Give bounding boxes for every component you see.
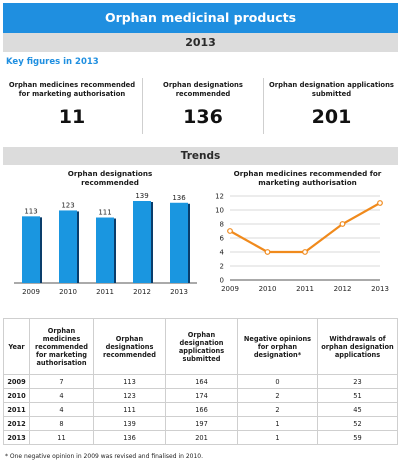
table-cell: 164	[165, 374, 238, 389]
table-header-cell: Orphan medicines recommended for marketi…	[29, 318, 94, 375]
table-cell: 23	[317, 374, 398, 389]
table-cell-year: 2012	[3, 416, 30, 431]
table-cell-year: 2010	[3, 388, 30, 403]
line-chart: 0 2 4 6 8 10 12 2009 2010 2011 2012 2013	[215, 193, 389, 294]
divider	[142, 78, 143, 134]
key-figure-value: 136	[183, 106, 223, 128]
table-cell: 1	[237, 430, 318, 445]
key-figures-heading: Key figures in 2013	[6, 57, 99, 67]
table-cell: 113	[93, 374, 166, 389]
x-tick-label: 2010	[59, 288, 77, 296]
table-cell: 1	[237, 416, 318, 431]
table-cell: 45	[317, 402, 398, 417]
key-figure-medicines: Orphan medicines recommended for marketi…	[3, 80, 141, 134]
table-cell: 59	[317, 430, 398, 445]
bar-value-label: 113	[24, 207, 37, 215]
data-point	[377, 200, 383, 206]
y-tick-label: 10	[215, 207, 224, 215]
table-cell: 8	[29, 416, 94, 431]
table-cell: 201	[165, 430, 238, 445]
table-cell: 52	[317, 416, 398, 431]
table-cell: 11	[29, 430, 94, 445]
table-row: 2009 7 113 164 0 23	[3, 374, 398, 389]
table-cell: 166	[165, 402, 238, 417]
table-cell: 139	[93, 416, 166, 431]
x-tick-label: 2009	[221, 285, 239, 293]
x-tick-label: 2013	[170, 288, 188, 296]
data-table: Year Orphan medicines recommended for ma…	[3, 318, 398, 445]
y-tick-label: 4	[220, 249, 225, 257]
footnote: * One negative opinion in 2009 was revis…	[5, 453, 203, 460]
bar-value-label: 136	[172, 194, 186, 202]
table-cell: 2	[237, 388, 318, 403]
table-cell: 51	[317, 388, 398, 403]
table-cell: 4	[29, 402, 94, 417]
table-row: 2011 4 111 166 2 45	[3, 402, 398, 417]
y-tick-label: 6	[220, 235, 225, 243]
x-tick-label: 2013	[371, 285, 389, 293]
table-cell: 197	[165, 416, 238, 431]
bar	[22, 216, 40, 283]
table-cell: 7	[29, 374, 94, 389]
y-tick-label: 0	[220, 277, 224, 285]
x-tick-label: 2011	[296, 285, 314, 293]
table-cell: 174	[165, 388, 238, 403]
bar-value-label: 123	[61, 201, 74, 209]
data-point	[227, 228, 233, 234]
y-tick-label: 8	[220, 221, 224, 229]
table-header-cell: Year	[3, 318, 30, 375]
bar-chart: 113 2009 123 2010 111 2011 139 2012 136 2013	[14, 192, 197, 296]
trends-header: Trends	[3, 147, 398, 165]
bar	[96, 217, 114, 283]
y-tick-label: 12	[215, 193, 224, 201]
bar	[59, 210, 77, 283]
bar-chart-title: Orphan designations recommended	[67, 169, 153, 187]
line-chart-title: Orphan medicines recommended for marketi…	[233, 169, 382, 187]
table-cell: 111	[93, 402, 166, 417]
x-tick-label: 2012	[334, 285, 352, 293]
table-cell-year: 2011	[3, 402, 30, 417]
table-cell: 123	[93, 388, 166, 403]
key-figure-label: Orphan medicines recommended for marketi…	[8, 81, 136, 98]
bar	[170, 202, 188, 283]
table-cell: 2	[237, 402, 318, 417]
y-tick-label: 2	[220, 263, 224, 271]
table-header-cell: Orphan designations recommended	[93, 318, 166, 375]
data-point	[302, 249, 308, 255]
table-row: 2012 8 139 197 1 52	[3, 416, 398, 431]
x-tick-label: 2011	[96, 288, 114, 296]
table-row: 2013 11 136 201 1 59	[3, 430, 398, 445]
key-figure-value: 201	[311, 106, 352, 128]
data-point	[339, 221, 346, 227]
x-tick-label: 2012	[133, 288, 151, 296]
data-point	[264, 249, 271, 255]
table-cell: 136	[93, 430, 166, 445]
x-tick-label: 2009	[22, 288, 40, 296]
bar	[133, 201, 151, 283]
table-header-cell: Negative opinions for orphan designation…	[237, 318, 318, 375]
table-cell: 4	[29, 388, 94, 403]
x-tick-label: 2010	[259, 285, 277, 293]
table-header-row: Year Orphan medicines recommended for ma…	[3, 318, 398, 375]
year-header: 2013	[3, 33, 398, 52]
table-cell-year: 2009	[3, 374, 30, 389]
bar-value-label: 139	[135, 192, 148, 200]
table-row: 2010 4 123 174 2 51	[3, 388, 398, 403]
key-figure-value: 11	[58, 106, 86, 128]
table-header-cell: Orphan designation applications submitte…	[165, 318, 238, 375]
table-cell-year: 2013	[3, 430, 30, 445]
key-figure-applications: Orphan designation applications submitte…	[265, 80, 398, 134]
bar-value-label: 111	[98, 209, 111, 217]
key-figure-label: Orphan designations recommended	[163, 81, 243, 98]
key-figure-designations: Orphan designations recommended 136	[144, 80, 262, 134]
divider	[263, 78, 264, 134]
key-figure-label: Orphan designation applications submitte…	[269, 81, 394, 98]
table-cell: 0	[237, 374, 318, 389]
page-title: Orphan medicinal products	[3, 3, 398, 33]
table-header-cell: Withdrawals of orphan designation applic…	[317, 318, 398, 375]
